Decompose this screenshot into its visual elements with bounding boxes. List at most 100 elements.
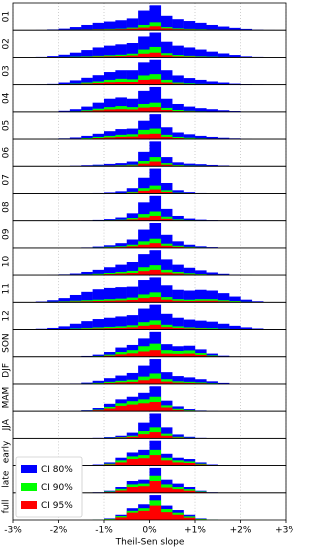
histogram-bar: [206, 136, 218, 140]
histogram-bar: [149, 222, 162, 248]
histogram-bar: [206, 328, 218, 330]
histogram-bar: [160, 313, 173, 330]
histogram-bar: [58, 54, 71, 58]
histogram-bar: [195, 219, 207, 221]
histogram-bar: [149, 86, 162, 112]
histogram-bar: [115, 354, 127, 357]
histogram-bar: [206, 164, 218, 167]
histogram-bar: [138, 229, 150, 248]
histogram-bar: [172, 489, 184, 493]
histogram-bar: [126, 136, 139, 140]
histogram-bar: [104, 109, 116, 112]
histogram-bar: [126, 286, 139, 303]
histogram-bar: [115, 78, 127, 85]
histogram-bar: [115, 462, 127, 466]
histogram-bar: [149, 128, 162, 140]
histogram-bar: [172, 246, 184, 248]
histogram-bar: [138, 134, 150, 140]
histogram-bar: [47, 300, 59, 303]
histogram-bar: [206, 355, 218, 357]
histogram-bar: [160, 41, 173, 58]
histogram-bar: [138, 244, 150, 248]
histogram-bar: [92, 410, 105, 412]
histogram-bar: [160, 82, 173, 85]
histogram-bar: [195, 108, 207, 112]
histogram-bar: [160, 353, 173, 357]
histogram-bar: [126, 109, 139, 112]
histogram-bar: [172, 434, 184, 439]
histogram-bar: [160, 245, 173, 248]
histogram-bar: [160, 98, 173, 112]
panel-label: SON: [2, 333, 12, 353]
histogram-bar: [115, 217, 127, 221]
x-tick-label: 0%: [142, 526, 157, 536]
histogram-bar: [206, 51, 218, 58]
histogram-bar: [160, 55, 173, 58]
chart: Theil-Sen slope 01 02 03 04 05 06 07 08 09 10 11 12…: [2, 2, 293, 548]
histogram-bar: [104, 464, 116, 466]
histogram-bar: [126, 315, 139, 330]
histogram-bar: [92, 380, 105, 384]
histogram-bar: [183, 244, 196, 248]
histogram-bar: [58, 298, 71, 303]
histogram-bar: [115, 316, 127, 330]
histogram-bar: [149, 133, 162, 140]
histogram-bar: [206, 381, 218, 384]
histogram-bar: [126, 381, 139, 384]
histogram-bar: [104, 246, 116, 248]
histogram-bar: [69, 137, 82, 140]
histogram-bar: [115, 109, 127, 112]
histogram-bar: [160, 259, 173, 276]
histogram-bar: [195, 22, 207, 31]
histogram-bar: [115, 20, 127, 31]
histogram-bar: [160, 216, 173, 221]
histogram-bar: [115, 517, 127, 520]
histogram-bar: [138, 190, 150, 194]
histogram-bar: [160, 427, 173, 439]
panel-label: 12: [2, 310, 12, 321]
histogram-bar: [172, 462, 184, 466]
histogram-bar: [138, 10, 150, 31]
histogram-bar: [104, 45, 116, 58]
histogram-bar: [92, 110, 105, 112]
histogram-bar: [149, 168, 162, 194]
histogram-bar: [126, 28, 139, 31]
histogram-bar: [206, 321, 218, 330]
histogram-bar: [172, 327, 184, 330]
histogram-bar: [217, 355, 230, 357]
histogram-bar: [104, 131, 116, 140]
histogram-bar: [126, 273, 139, 276]
panel-label: DJF: [2, 363, 12, 378]
panel-label: 07: [2, 174, 12, 185]
histogram-bar: [217, 273, 230, 276]
histogram-bar: [81, 138, 93, 140]
histogram-bar: [115, 264, 127, 276]
legend-label: CI 90%: [41, 483, 73, 493]
histogram-bar: [183, 246, 196, 248]
histogram-bar: [126, 487, 139, 493]
histogram-bar: [172, 376, 184, 384]
histogram-bar: [138, 36, 150, 58]
histogram-bar: [172, 83, 184, 85]
histogram-bar: [126, 82, 139, 85]
x-tick-label: -1%: [95, 526, 113, 536]
histogram-bar: [183, 382, 196, 384]
histogram-bar: [92, 164, 105, 167]
histogram-bar: [115, 273, 127, 276]
histogram-bar: [104, 437, 116, 439]
histogram-bar: [115, 243, 127, 248]
histogram-bar: [183, 47, 196, 58]
histogram-bar: [138, 280, 150, 303]
histogram-bar: [149, 297, 162, 303]
histogram-bar: [172, 110, 184, 112]
panel-label: 04: [2, 92, 12, 104]
histogram-bar: [115, 136, 127, 140]
histogram-bar: [160, 164, 173, 167]
histogram-bar: [115, 287, 127, 303]
histogram-bar: [160, 110, 173, 112]
histogram-bar: [115, 375, 127, 384]
histogram-bar: [104, 378, 116, 384]
histogram-bar: [160, 487, 173, 493]
histogram-bar: [183, 290, 196, 303]
histogram-bar: [160, 372, 173, 384]
